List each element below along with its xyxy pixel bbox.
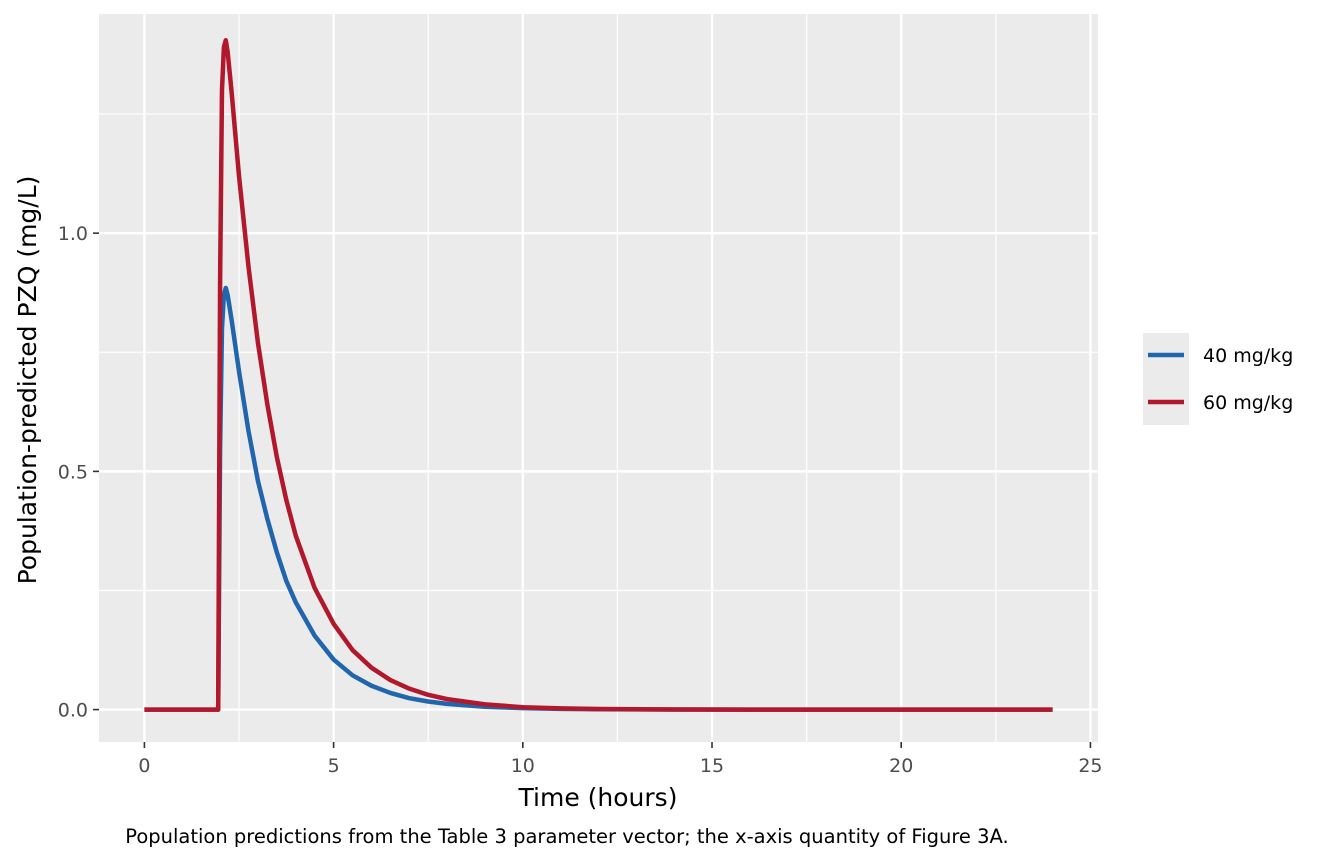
legend: 40 mg/kg 60 mg/kg <box>1143 333 1293 425</box>
x-tick-label: 0 <box>138 755 150 777</box>
y-axis: 0.0 0.5 1.0 <box>58 223 99 722</box>
x-tick-label: 5 <box>328 755 340 777</box>
x-tick-label: 15 <box>700 755 724 777</box>
series-line-60-mg-kg <box>144 37 1053 712</box>
x-axis: 0 5 10 15 20 25 <box>138 742 1103 777</box>
legend-key-background <box>1143 333 1189 425</box>
x-axis-title: Time (hours) <box>518 783 678 812</box>
legend-label-40-mg-kg: 40 mg/kg <box>1203 345 1293 367</box>
x-tick-label: 20 <box>889 755 913 777</box>
series-lines <box>144 37 1053 712</box>
x-tick-label: 10 <box>511 755 535 777</box>
y-tick-label: 0.5 <box>58 461 88 483</box>
legend-label-60-mg-kg: 60 mg/kg <box>1203 392 1293 414</box>
figure-caption: Population predictions from the Table 3 … <box>125 825 1008 848</box>
x-tick-label: 25 <box>1078 755 1102 777</box>
minor-gridlines <box>99 14 1098 742</box>
y-tick-label: 0.0 <box>58 700 88 722</box>
y-axis-title: Population-predicted PZQ (mg/L) <box>13 176 42 585</box>
panel-background <box>99 14 1098 742</box>
y-tick-label: 1.0 <box>58 223 88 245</box>
